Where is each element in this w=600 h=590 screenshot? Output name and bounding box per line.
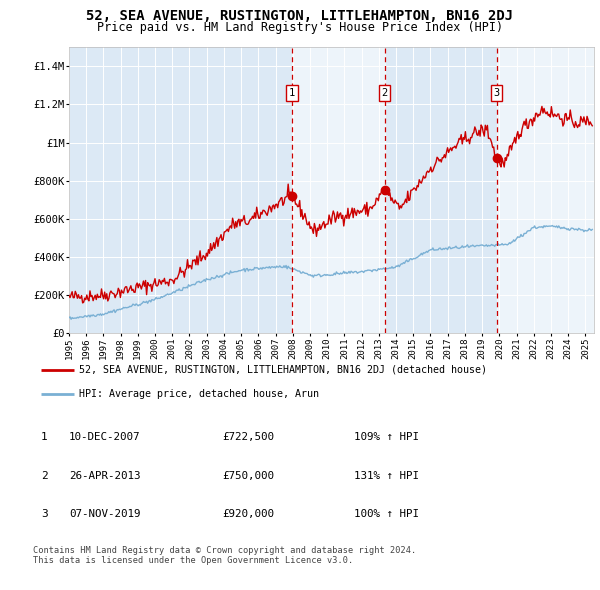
Text: Contains HM Land Registry data © Crown copyright and database right 2024.
This d: Contains HM Land Registry data © Crown c…	[33, 546, 416, 565]
Text: £722,500: £722,500	[222, 432, 274, 442]
Text: £750,000: £750,000	[222, 471, 274, 480]
Text: HPI: Average price, detached house, Arun: HPI: Average price, detached house, Arun	[79, 389, 319, 399]
Text: 2: 2	[41, 471, 48, 480]
Bar	[497, 47, 594, 333]
Text: 109% ↑ HPI: 109% ↑ HPI	[354, 432, 419, 442]
Text: £920,000: £920,000	[222, 509, 274, 519]
Text: 100% ↑ HPI: 100% ↑ HPI	[354, 509, 419, 519]
Text: 3: 3	[494, 88, 500, 98]
Text: 10-DEC-2007: 10-DEC-2007	[69, 432, 140, 442]
Text: 52, SEA AVENUE, RUSTINGTON, LITTLEHAMPTON, BN16 2DJ: 52, SEA AVENUE, RUSTINGTON, LITTLEHAMPTO…	[86, 9, 514, 23]
Text: 3: 3	[41, 509, 48, 519]
Text: 1: 1	[289, 88, 295, 98]
Bar	[292, 47, 385, 333]
Text: 26-APR-2013: 26-APR-2013	[69, 471, 140, 480]
Text: 1: 1	[41, 432, 48, 442]
Text: 52, SEA AVENUE, RUSTINGTON, LITTLEHAMPTON, BN16 2DJ (detached house): 52, SEA AVENUE, RUSTINGTON, LITTLEHAMPTO…	[79, 365, 487, 375]
Text: 07-NOV-2019: 07-NOV-2019	[69, 509, 140, 519]
Text: 2: 2	[382, 88, 388, 98]
Text: Price paid vs. HM Land Registry's House Price Index (HPI): Price paid vs. HM Land Registry's House …	[97, 21, 503, 34]
Text: 131% ↑ HPI: 131% ↑ HPI	[354, 471, 419, 480]
